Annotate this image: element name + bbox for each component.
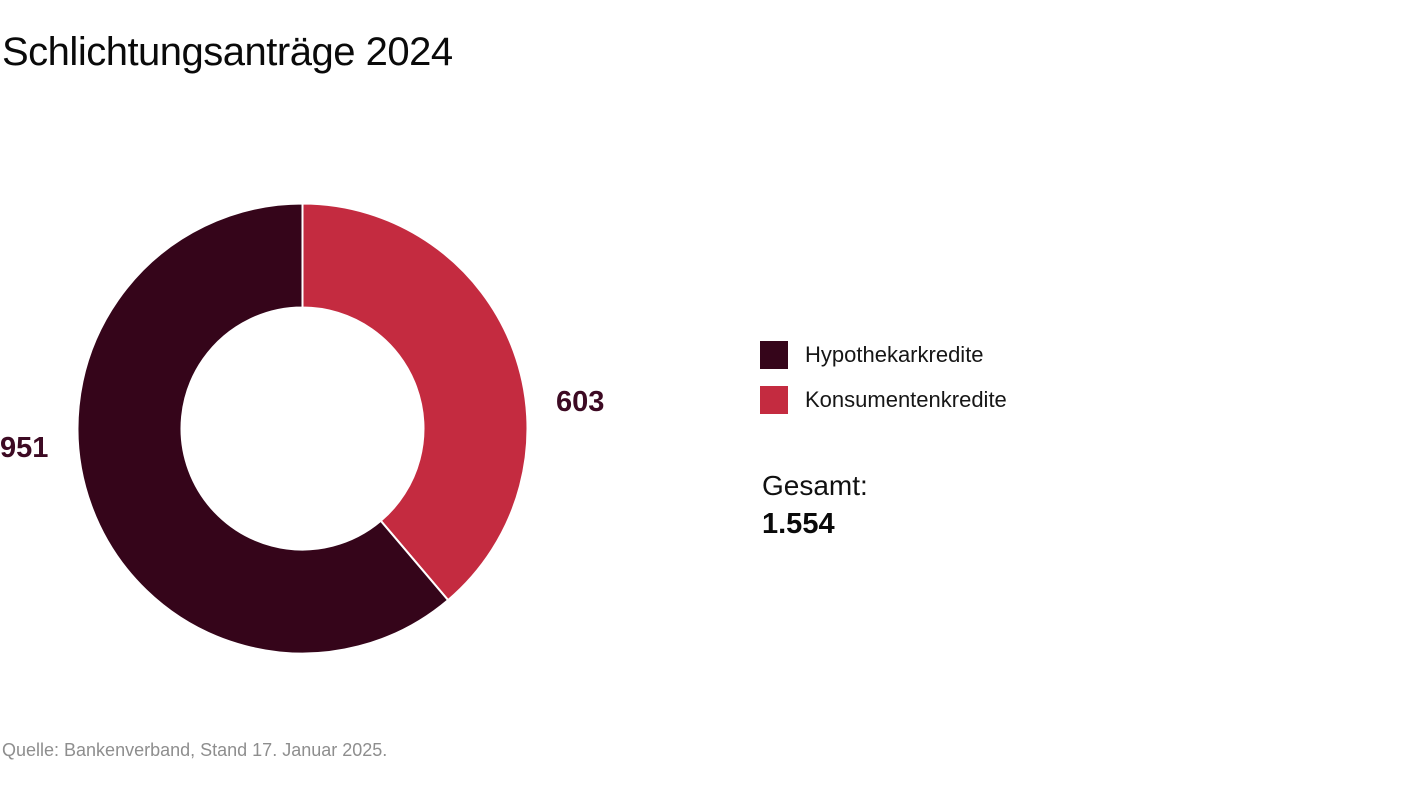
total-value: 1.554 — [762, 507, 835, 540]
donut-segment-hypothekarkredite — [76, 202, 450, 655]
legend-label: Hypothekarkredite — [805, 342, 984, 367]
donut-segment-konsumentenkredite — [301, 202, 529, 602]
source-note: Quelle: Bankenverband, Stand 17. Januar … — [2, 740, 388, 760]
legend-item-konsumentenkredite: Konsumentenkredite — [760, 386, 1007, 414]
donut-chart — [76, 202, 529, 655]
legend-label: Konsumentenkredite — [805, 387, 1007, 412]
legend-item-hypothekarkredite: Hypothekarkredite — [760, 341, 1007, 369]
value-label-konsumentenkredite: 603 — [556, 386, 605, 418]
legend-swatch-konsumentenkredite — [760, 386, 788, 414]
total-block: Gesamt: 1.554 — [762, 469, 868, 541]
legend: Hypothekarkredite Konsumentenkredite — [760, 341, 1007, 431]
legend-swatch-hypothekarkredite — [760, 341, 788, 369]
page-title: Schlichtungsanträge 2024 — [2, 30, 453, 74]
value-label-hypothekarkredite: 951 — [0, 432, 49, 464]
total-label: Gesamt: — [762, 470, 868, 501]
donut-chart-area — [75, 201, 530, 656]
